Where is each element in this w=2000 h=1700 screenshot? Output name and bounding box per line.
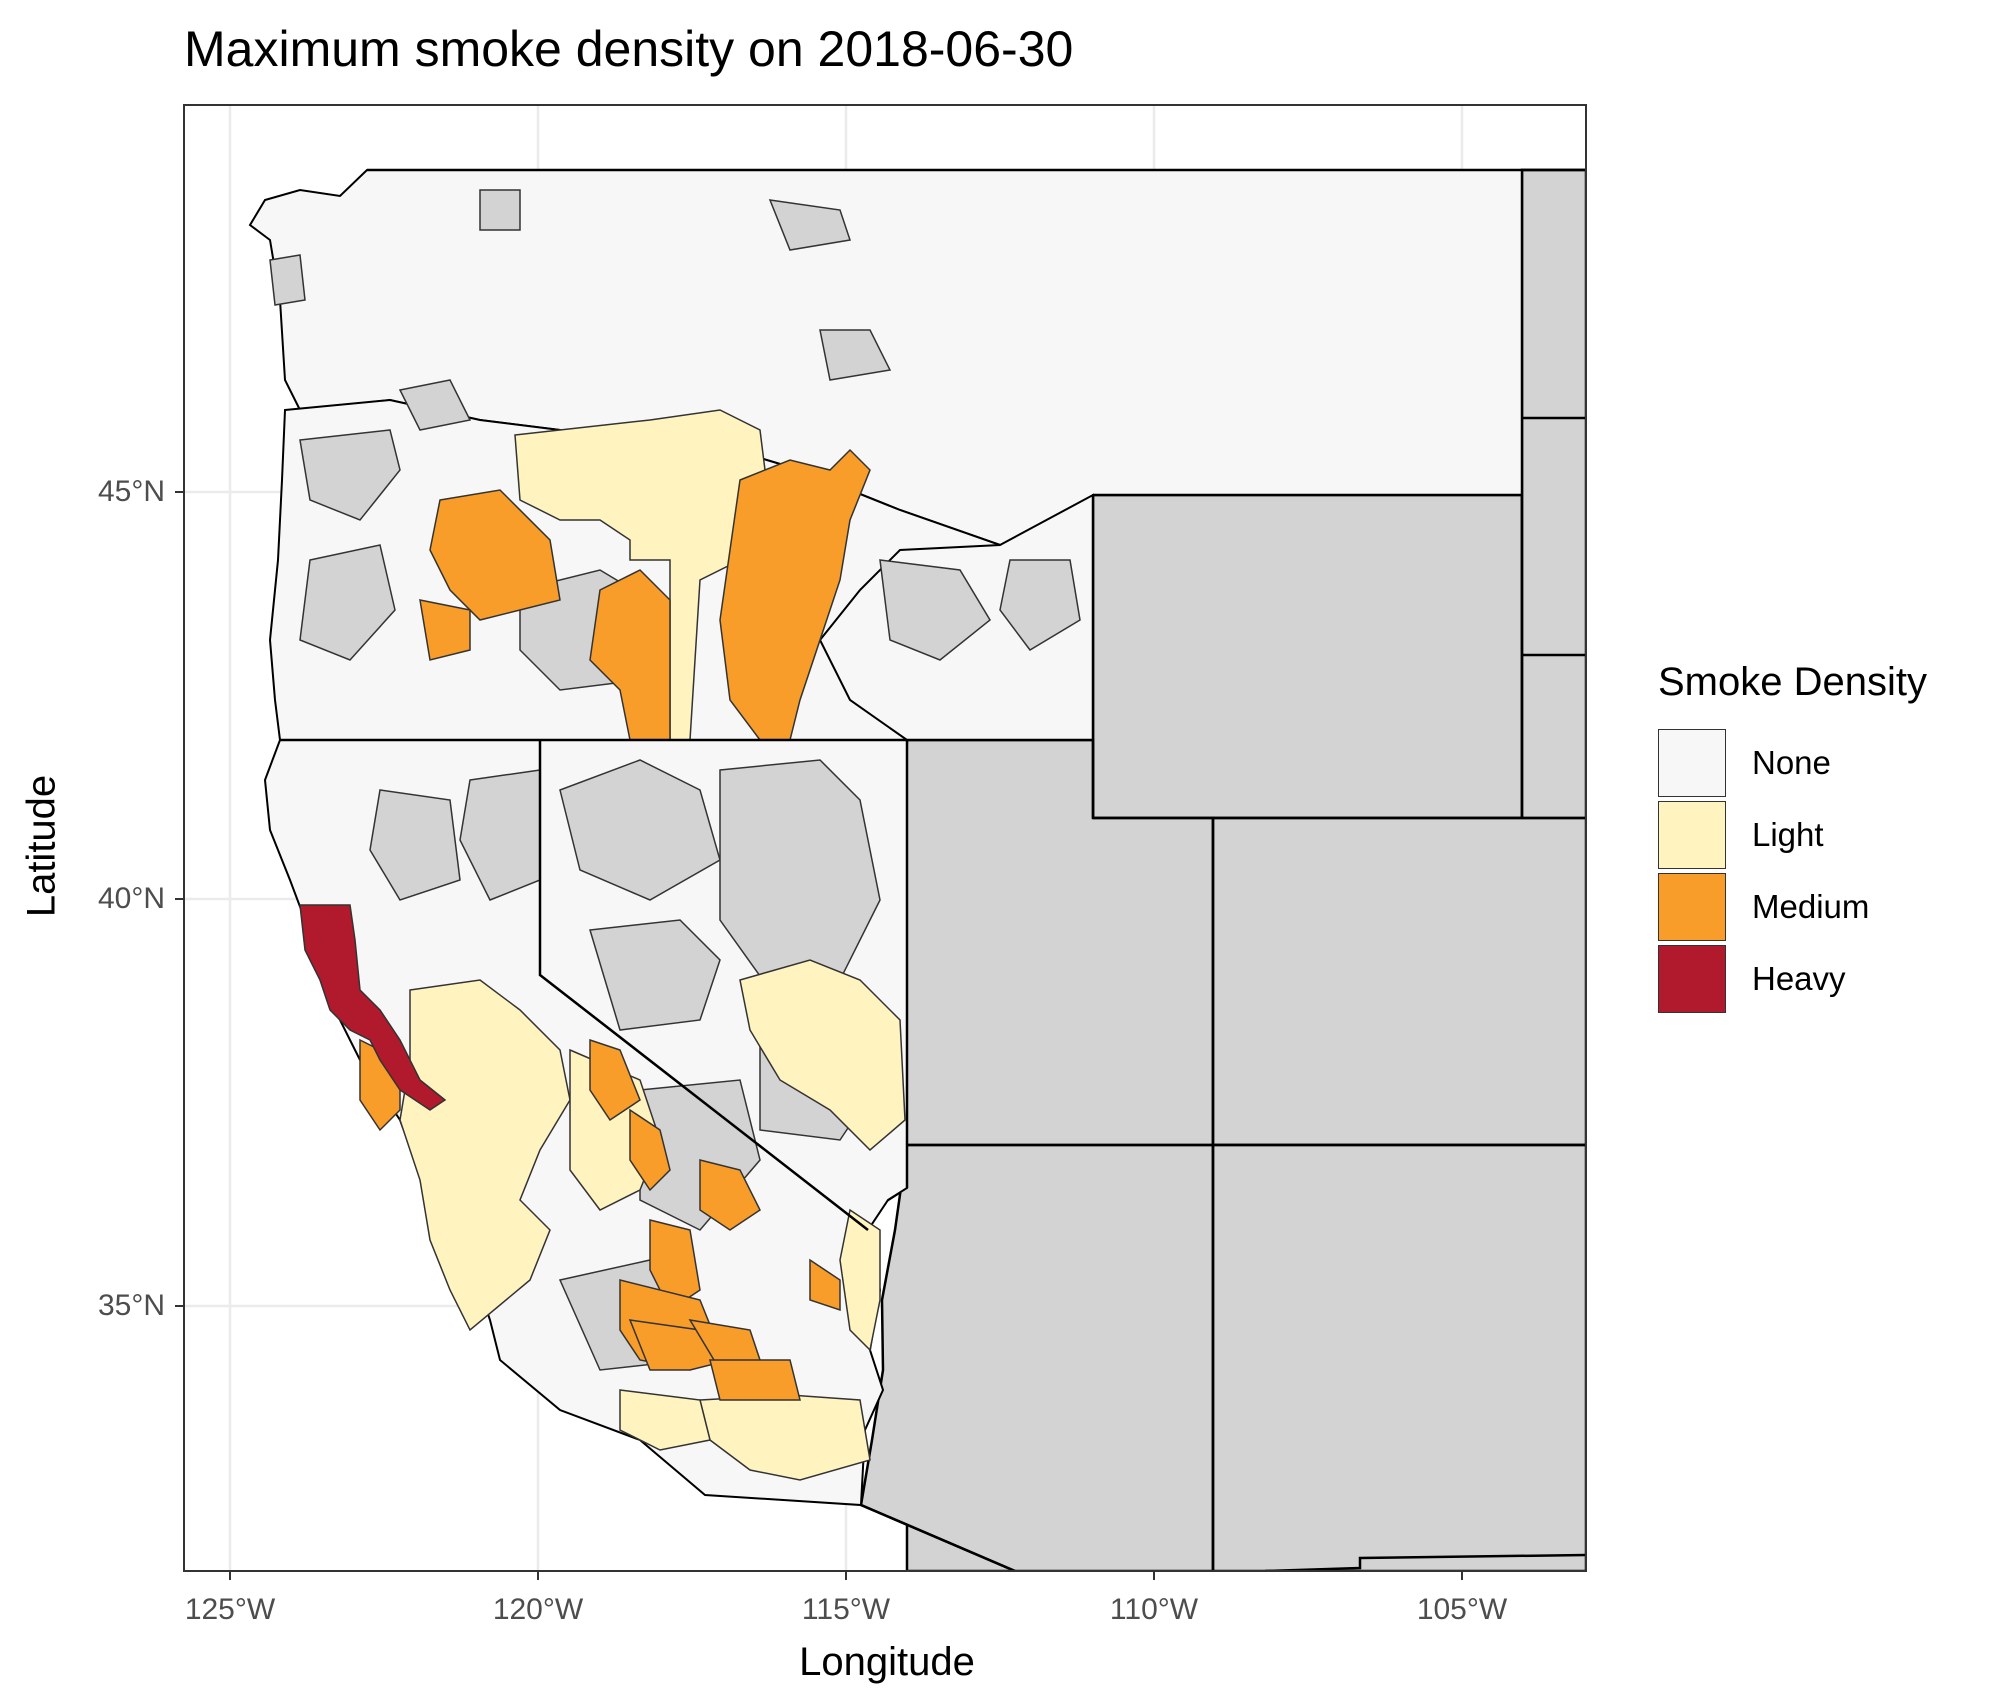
- legend-items: None Light Medium Heavy: [1658, 727, 1927, 1015]
- y-tick-label: 40°N: [97, 882, 165, 915]
- x-axis-title: Longitude: [799, 1640, 975, 1684]
- state-wyoming: [1091, 493, 1524, 820]
- state-arizona: [859, 1143, 1215, 1571]
- smoke-heavy-region: [299, 904, 447, 1111]
- y-tick-label: 45°N: [97, 475, 165, 508]
- legend-swatch: [1658, 801, 1726, 869]
- x-tick-label: 115°W: [801, 1593, 891, 1626]
- x-tick-label: 125°W: [184, 1593, 276, 1626]
- y-axis-title: Latitude: [19, 774, 64, 918]
- state-borders: [280, 168, 1586, 1571]
- legend-swatch: [1658, 945, 1726, 1013]
- state-new-mexico: [1211, 1143, 1586, 1571]
- legend-item-medium: Medium: [1658, 871, 1927, 943]
- x-tick-label: 110°W: [1109, 1593, 1199, 1626]
- legend: Smoke Density None Light Medium Heavy: [1658, 660, 1927, 1015]
- legend-label: Light: [1752, 816, 1824, 853]
- legend-item-none: None: [1658, 727, 1927, 799]
- legend-label: Heavy: [1752, 960, 1846, 997]
- legend-item-heavy: Heavy: [1658, 943, 1927, 1015]
- legend-item-light: Light: [1658, 799, 1927, 871]
- y-tick-label: 35°N: [97, 1289, 165, 1322]
- axis-ticks: [175, 491, 1463, 1580]
- state-colorado: [1211, 816, 1586, 1147]
- no-data-states: [859, 168, 1586, 1571]
- smoke-light-region: [399, 409, 906, 1481]
- map-layer: [248, 168, 1586, 1571]
- legend-label: Medium: [1752, 888, 1870, 925]
- panel-border: [183, 104, 1587, 1572]
- legend-swatch: [1658, 873, 1726, 941]
- legend-title: Smoke Density: [1658, 660, 1927, 704]
- smoke-medium-region: [359, 448, 871, 1401]
- x-tick-label: 120°W: [492, 1593, 584, 1626]
- legend-label: None: [1752, 744, 1831, 781]
- x-tick-label: 105°W: [1416, 1593, 1508, 1626]
- legend-swatch: [1658, 729, 1726, 797]
- chart-title: Maximum smoke density on 2018-06-30: [184, 21, 1074, 77]
